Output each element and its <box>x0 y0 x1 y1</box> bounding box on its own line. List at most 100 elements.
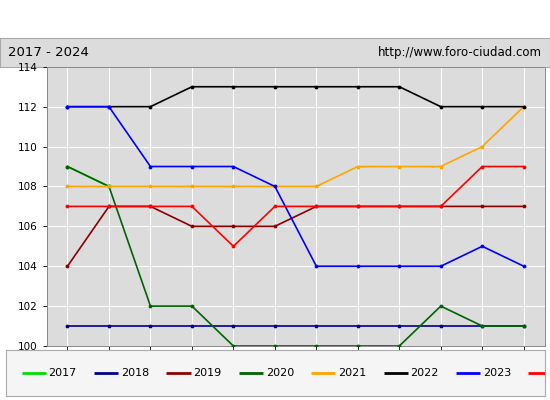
2018 <box>64 324 71 328</box>
Text: 2022: 2022 <box>410 368 439 378</box>
Line: 2024: 2024 <box>65 164 526 249</box>
2024 <box>396 204 403 209</box>
2019 <box>313 204 320 209</box>
Text: 2017 - 2024: 2017 - 2024 <box>8 46 89 59</box>
2022 <box>355 84 361 89</box>
2019 <box>230 224 236 229</box>
2022 <box>64 104 71 109</box>
2023 <box>272 184 278 189</box>
2018 <box>437 324 444 328</box>
2022 <box>189 84 195 89</box>
2023 <box>479 244 486 249</box>
2020 <box>189 304 195 308</box>
Line: 2023: 2023 <box>65 104 526 269</box>
2020 <box>396 344 403 348</box>
2019 <box>106 204 112 209</box>
2018 <box>355 324 361 328</box>
2020 <box>147 304 154 308</box>
Text: 2023: 2023 <box>483 368 511 378</box>
2021 <box>230 184 236 189</box>
2023 <box>355 264 361 269</box>
2022 <box>230 84 236 89</box>
2024 <box>147 204 154 209</box>
2018 <box>272 324 278 328</box>
2018 <box>396 324 403 328</box>
2023 <box>64 104 71 109</box>
2024 <box>479 164 486 169</box>
2020 <box>479 324 486 328</box>
Text: 2019: 2019 <box>194 368 222 378</box>
2018 <box>313 324 320 328</box>
2024 <box>189 204 195 209</box>
Line: 2017: 2017 <box>65 164 112 189</box>
2022 <box>147 104 154 109</box>
2024 <box>355 204 361 209</box>
2021 <box>189 184 195 189</box>
Text: http://www.foro-ciudad.com: http://www.foro-ciudad.com <box>378 46 542 59</box>
2020 <box>230 344 236 348</box>
2021 <box>106 184 112 189</box>
2019 <box>520 204 527 209</box>
Text: 2017: 2017 <box>48 368 77 378</box>
Line: 2018: 2018 <box>65 324 526 328</box>
2022 <box>520 104 527 109</box>
2019 <box>189 224 195 229</box>
2019 <box>355 204 361 209</box>
2024 <box>520 164 527 169</box>
2024 <box>230 244 236 249</box>
2022 <box>437 104 444 109</box>
2024 <box>313 204 320 209</box>
2022 <box>396 84 403 89</box>
2018 <box>479 324 486 328</box>
2021 <box>479 144 486 149</box>
Text: Evolucion num de emigrantes en Destriana: Evolucion num de emigrantes en Destriana <box>75 10 475 28</box>
2019 <box>147 204 154 209</box>
Line: 2022: 2022 <box>65 84 526 109</box>
2023 <box>230 164 236 169</box>
2020 <box>520 324 527 328</box>
Line: 2021: 2021 <box>65 104 526 189</box>
2024 <box>64 204 71 209</box>
2019 <box>64 264 71 269</box>
2023 <box>396 264 403 269</box>
2021 <box>64 184 71 189</box>
Line: 2019: 2019 <box>65 204 526 269</box>
2022 <box>313 84 320 89</box>
2023 <box>147 164 154 169</box>
2020 <box>437 304 444 308</box>
2018 <box>106 324 112 328</box>
2023 <box>520 264 527 269</box>
2020 <box>272 344 278 348</box>
2020 <box>355 344 361 348</box>
2021 <box>355 164 361 169</box>
2020 <box>106 184 112 189</box>
2021 <box>437 164 444 169</box>
2021 <box>396 164 403 169</box>
2023 <box>189 164 195 169</box>
2018 <box>189 324 195 328</box>
2019 <box>437 204 444 209</box>
2022 <box>106 104 112 109</box>
2018 <box>230 324 236 328</box>
2024 <box>437 204 444 209</box>
2019 <box>479 204 486 209</box>
2017 <box>64 164 71 169</box>
2023 <box>313 264 320 269</box>
2019 <box>272 224 278 229</box>
2020 <box>64 164 71 169</box>
2021 <box>272 184 278 189</box>
2018 <box>147 324 154 328</box>
2018 <box>520 324 527 328</box>
2020 <box>313 344 320 348</box>
2021 <box>520 104 527 109</box>
2021 <box>147 184 154 189</box>
Text: 2020: 2020 <box>266 368 294 378</box>
2019 <box>396 204 403 209</box>
Text: 2021: 2021 <box>338 368 366 378</box>
2017 <box>106 184 112 189</box>
2023 <box>437 264 444 269</box>
Text: 2018: 2018 <box>121 368 149 378</box>
Line: 2020: 2020 <box>65 164 526 348</box>
2023 <box>106 104 112 109</box>
2022 <box>479 104 486 109</box>
